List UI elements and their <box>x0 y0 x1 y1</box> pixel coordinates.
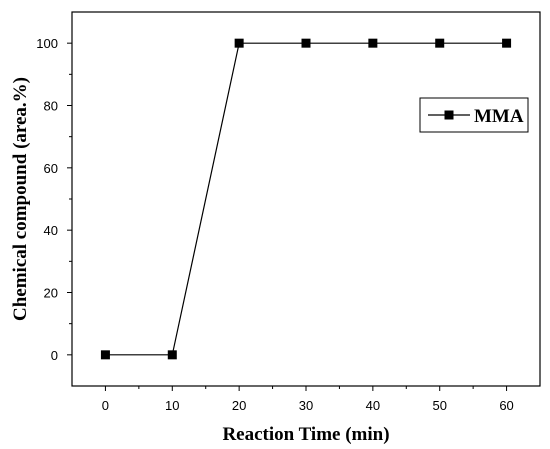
x-axis: 0 10 20 30 40 50 60 <box>102 386 514 413</box>
data-point <box>301 38 311 48</box>
x-tick-label: 40 <box>366 398 380 413</box>
series-line-mma <box>105 42 507 356</box>
data-point <box>234 38 244 48</box>
y-axis: 0 20 40 60 80 100 <box>36 36 72 363</box>
data-point <box>100 350 110 360</box>
x-tick-label: 30 <box>299 398 313 413</box>
data-point <box>435 38 445 48</box>
data-point <box>167 350 177 360</box>
y-tick-label: 60 <box>44 161 58 176</box>
data-point <box>368 38 378 48</box>
x-tick-label: 10 <box>165 398 179 413</box>
y-tick-label: 100 <box>36 36 58 51</box>
legend: MMA <box>419 97 529 133</box>
series-layer <box>100 38 512 360</box>
plot-area: 0 10 20 30 40 50 60 0 20 40 60 80 100 <box>36 11 541 413</box>
y-tick-label: 40 <box>44 223 58 238</box>
y-tick-label: 80 <box>44 99 58 114</box>
legend-marker-sample <box>444 110 454 120</box>
x-tick-label: 60 <box>499 398 513 413</box>
plot-frame <box>71 11 541 387</box>
y-tick-label: 20 <box>44 286 58 301</box>
x-tick-label: 50 <box>432 398 446 413</box>
legend-label: MMA <box>474 106 524 127</box>
x-axis-title: Reaction Time (min) <box>222 424 389 445</box>
y-axis-title: Chemical compound (area.%) <box>10 77 31 321</box>
y-tick-label: 0 <box>51 348 58 363</box>
data-point <box>502 38 512 48</box>
x-tick-label: 20 <box>232 398 246 413</box>
x-tick-label: 0 <box>102 398 109 413</box>
